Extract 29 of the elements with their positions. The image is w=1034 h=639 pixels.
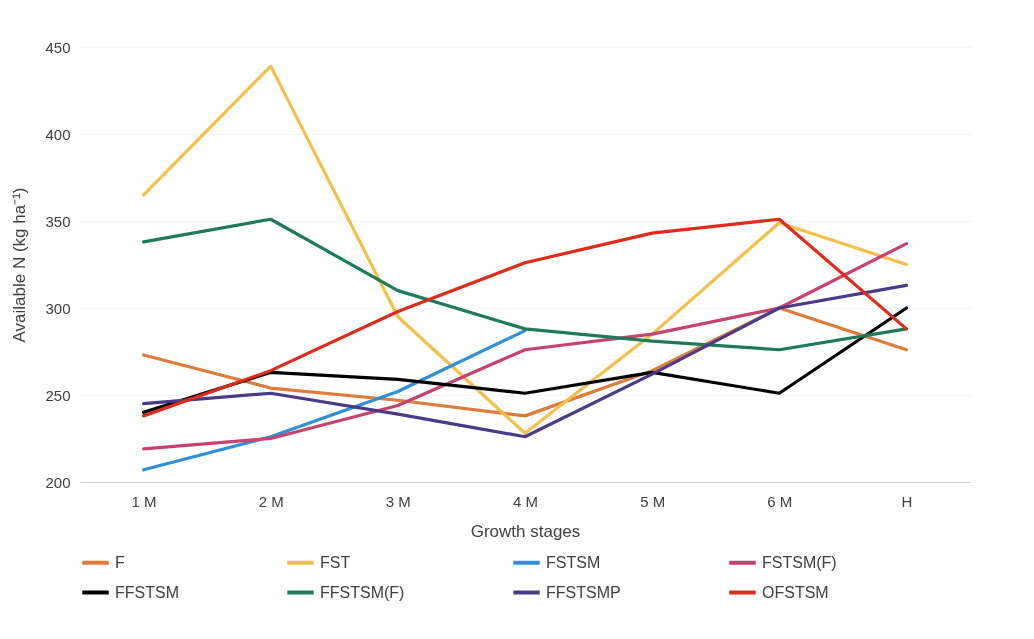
x-tick-label: 1 M (131, 492, 157, 510)
line-series (141, 217, 909, 352)
line-series (141, 329, 527, 472)
legend-label: FSTSM (546, 553, 601, 571)
x-tick-label: 2 M (258, 492, 284, 510)
x-tick-label: 5 M (640, 492, 666, 510)
legend-label: F (115, 553, 125, 571)
x-axis-title: Growth stages (470, 521, 581, 541)
x-tick-label: H (901, 492, 913, 510)
y-tick-label: 300 (45, 299, 71, 317)
x-tick-label: 3 M (385, 492, 411, 510)
line-series (141, 283, 909, 439)
y-tick-label: 450 (45, 38, 71, 56)
y-tick-label: 250 (45, 386, 71, 404)
x-tick-label: 6 M (767, 492, 793, 510)
line-series (141, 217, 909, 418)
legend-label: FSTSM(F) (762, 553, 837, 571)
y-tick-label: 350 (45, 212, 71, 230)
line-series (141, 64, 909, 435)
legend-label: FST (320, 553, 351, 571)
y-tick-label: 400 (45, 125, 71, 143)
legend-label: OFSTSM (762, 583, 829, 601)
x-tick-label: 4 M (512, 492, 539, 510)
legend-label: FFSTSM(F) (320, 583, 405, 601)
legend-label: FFSTSMP (546, 583, 621, 601)
y-axis-title: Available N (kg ha⁻¹) (10, 187, 30, 343)
legend-label: FFSTSM (115, 583, 179, 601)
line-series (141, 242, 909, 451)
y-tick-label: 200 (45, 473, 71, 491)
